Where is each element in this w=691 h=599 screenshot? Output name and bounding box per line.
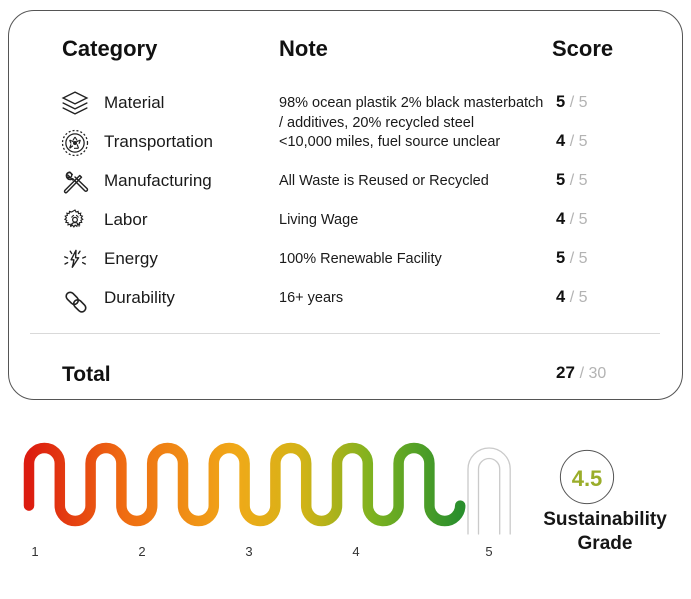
svg-text:Sustainability: Sustainability [543,509,667,530]
svg-text:2: 2 [138,544,145,559]
svg-text:5: 5 [485,544,492,559]
svg-text:3: 3 [245,544,252,559]
svg-text:4.5: 4.5 [572,466,603,491]
svg-text:Grade: Grade [578,533,633,554]
svg-text:1: 1 [31,544,38,559]
svg-text:4: 4 [352,544,359,559]
